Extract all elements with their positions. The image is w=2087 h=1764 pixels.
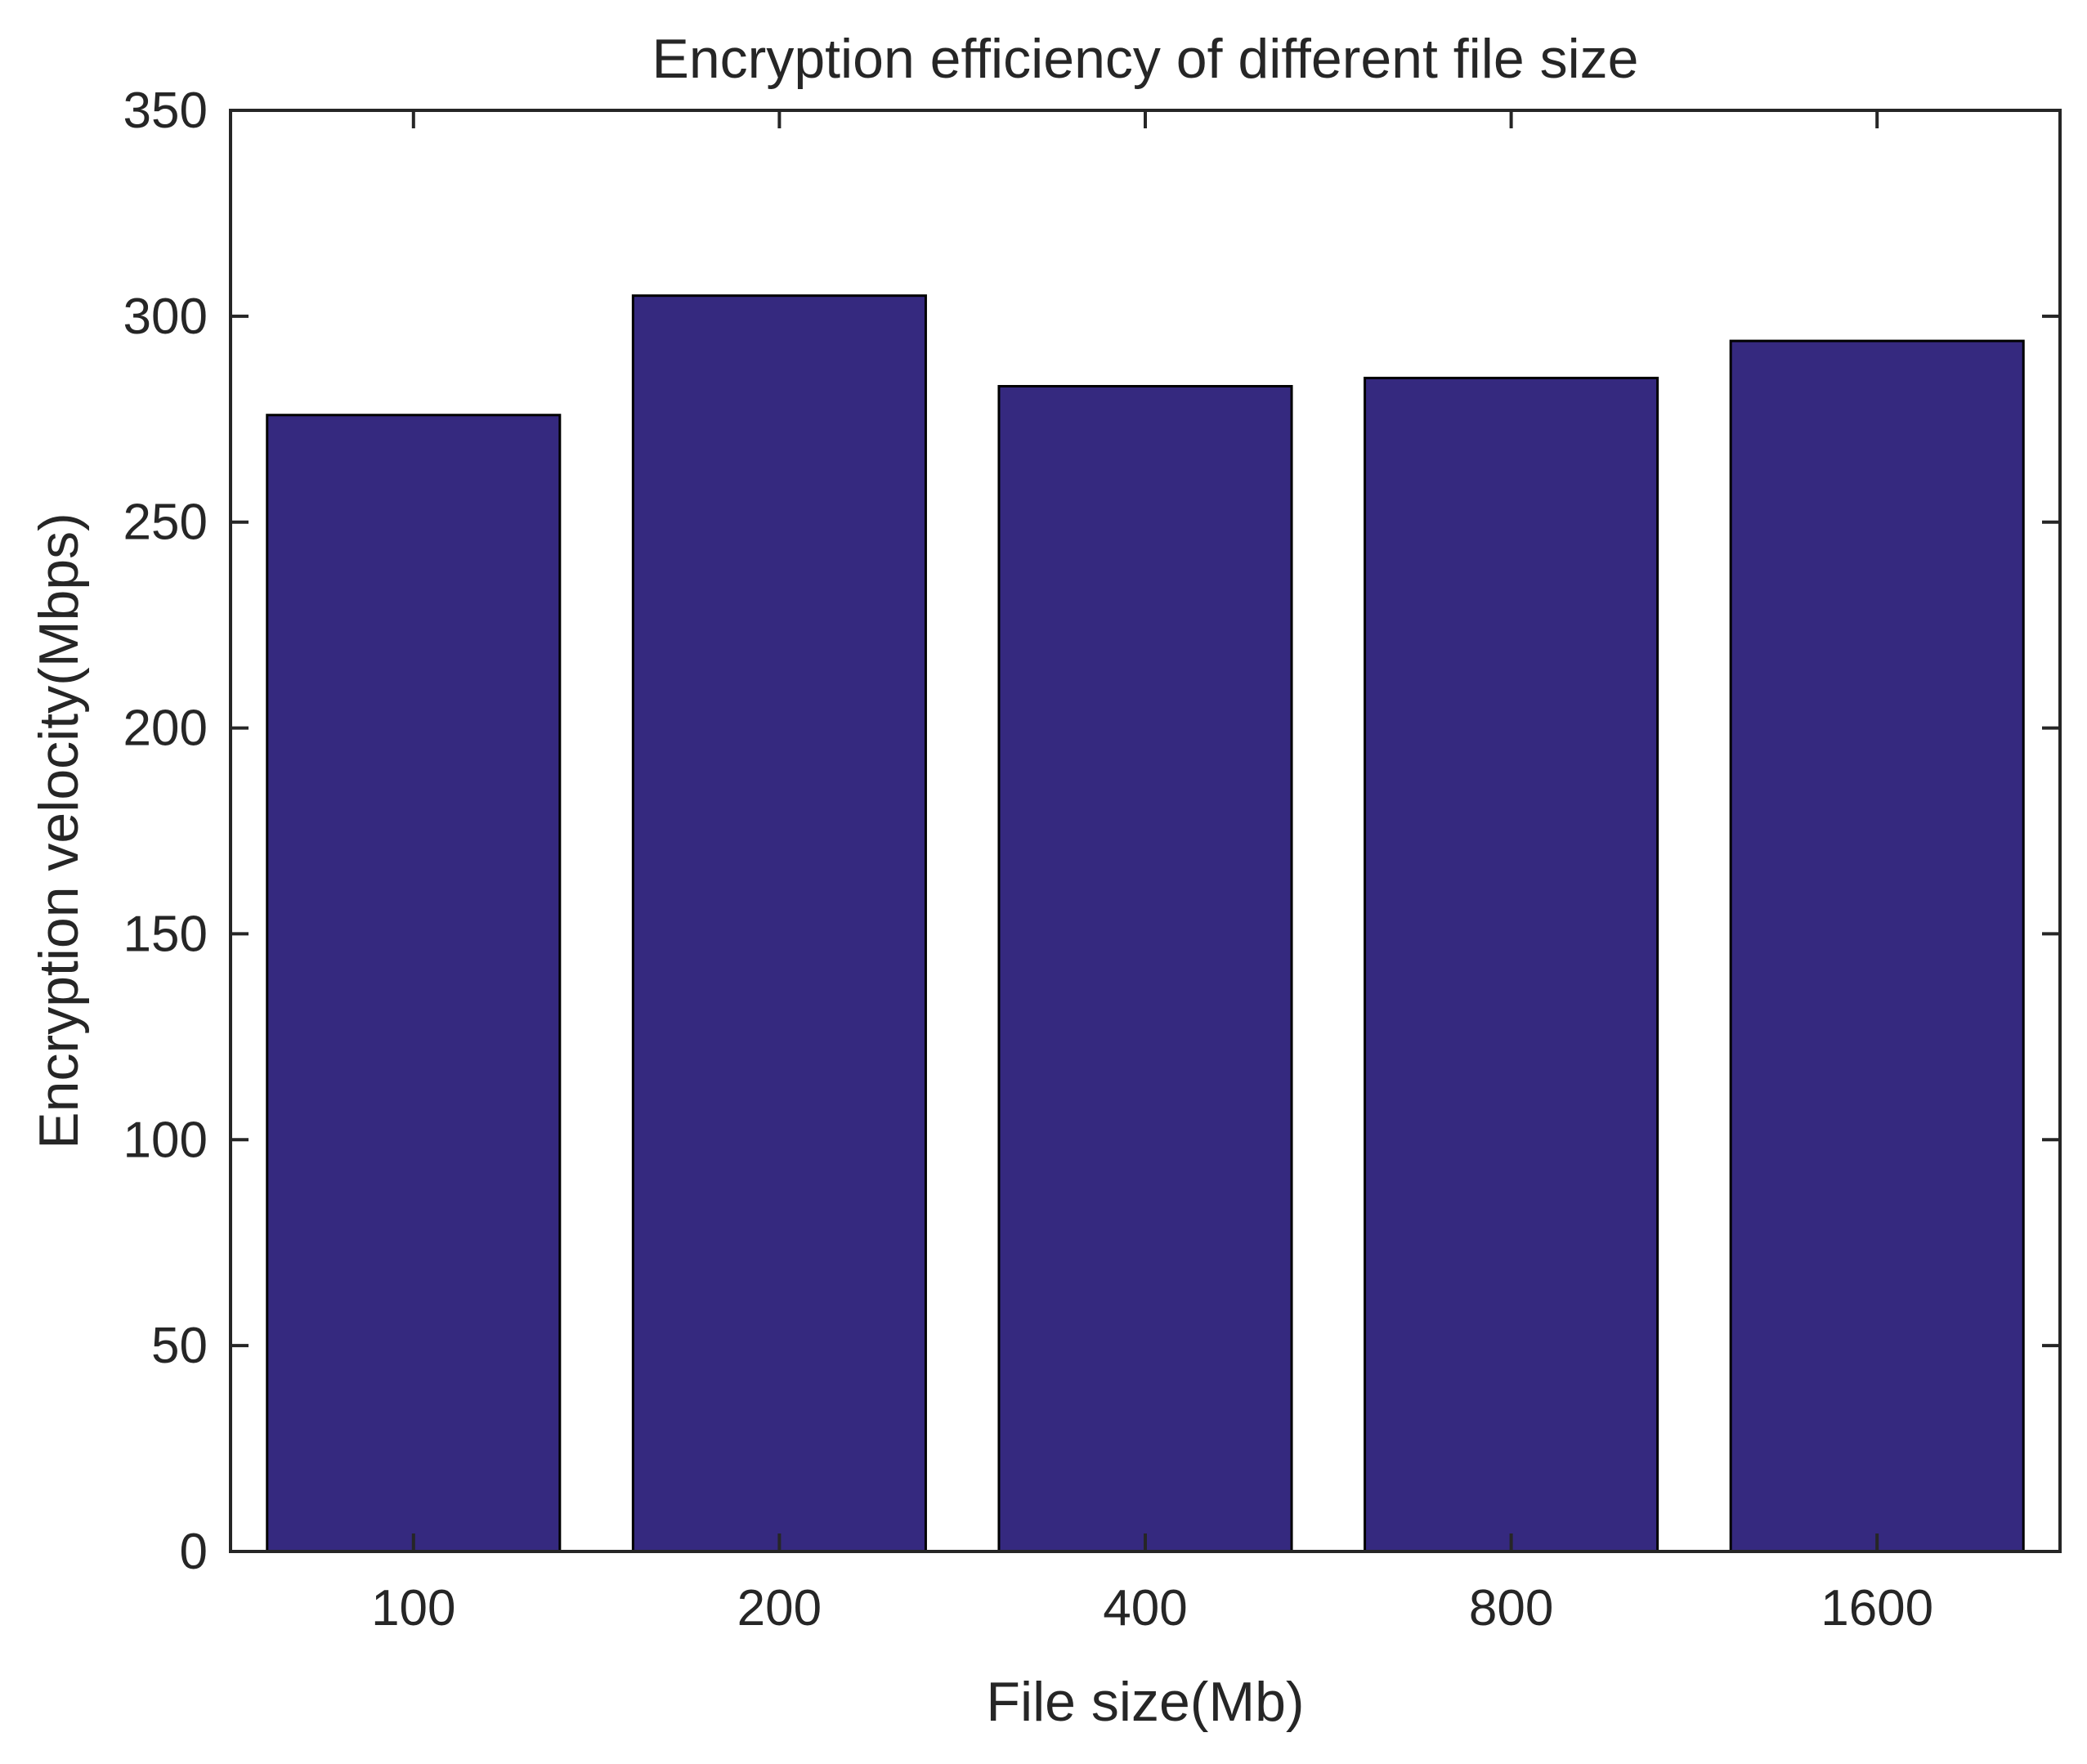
x-tick-label-400: 400 [1103, 1580, 1187, 1636]
y-tick-label-100: 100 [123, 1112, 208, 1168]
y-tick-label-300: 300 [123, 289, 208, 345]
ticks-layer: 100 200 400 800 1600 0 50 100 150 200 250 300 350 [123, 83, 2060, 1636]
y-tick-label-350: 350 [123, 83, 208, 139]
chart-title: Encryption efficiency of different file … [652, 28, 1639, 90]
y-tick-label-250: 250 [123, 495, 208, 551]
bar-400 [997, 384, 1293, 1553]
x-tick-label-200: 200 [737, 1580, 822, 1636]
bar-200 [631, 294, 927, 1553]
bar-800 [1364, 376, 1659, 1553]
y-tick-label-150: 150 [123, 906, 208, 962]
x-tick-label-100: 100 [371, 1580, 455, 1636]
bar-100 [266, 414, 562, 1553]
y-tick-label-0: 0 [180, 1524, 208, 1580]
y-tick-label-50: 50 [151, 1318, 208, 1374]
x-tick-label-800: 800 [1469, 1580, 1553, 1636]
bar-1600 [1729, 339, 2025, 1553]
y-tick-label-200: 200 [123, 701, 208, 757]
bars-layer [266, 294, 2025, 1553]
y-axis-label: Encryption velocity(Mbps) [28, 513, 90, 1148]
x-tick-label-1600: 1600 [1821, 1580, 1933, 1636]
x-axis-label: File size(Mb) [986, 1671, 1304, 1733]
